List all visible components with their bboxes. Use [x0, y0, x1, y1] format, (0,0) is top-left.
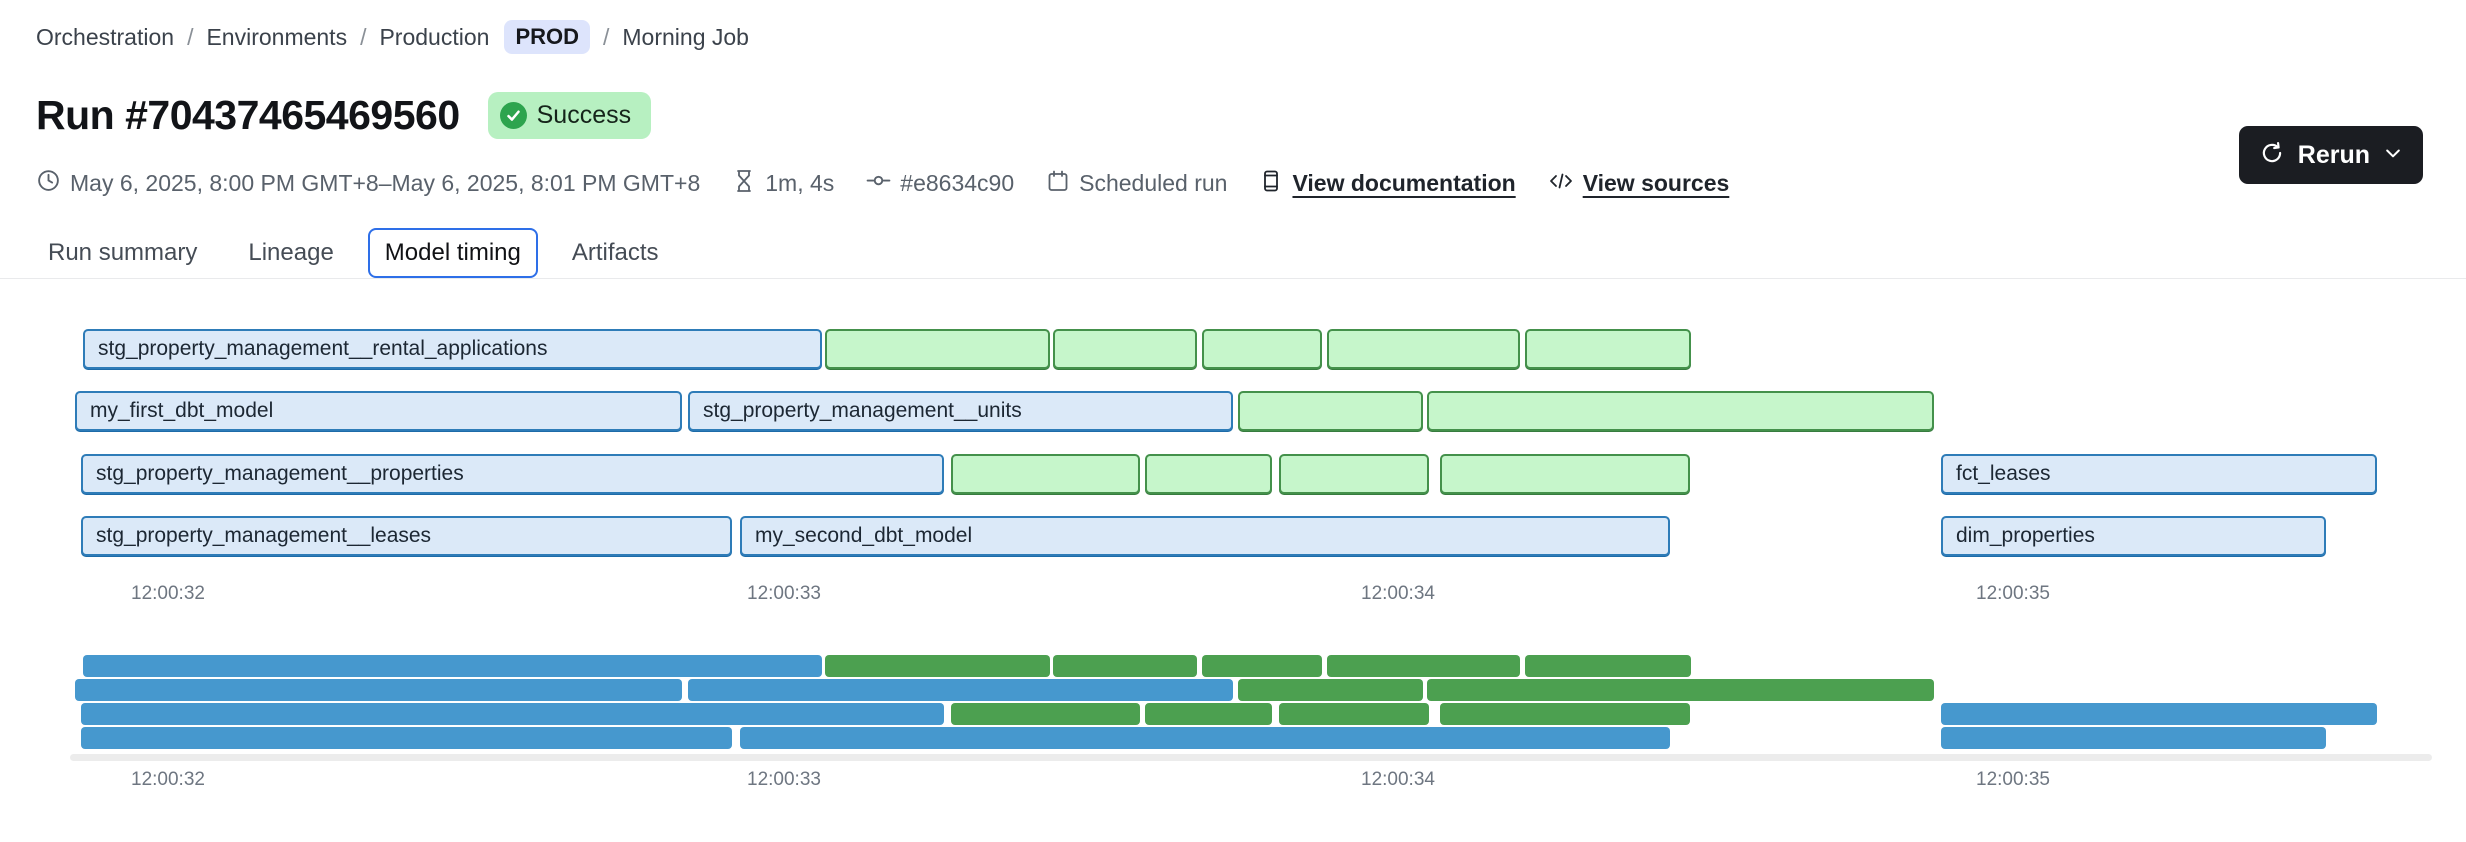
hourglass-icon [732, 169, 756, 199]
breadcrumb-separator: / [187, 23, 194, 50]
gantt-bar-fct_leases[interactable]: fct_leases [1941, 454, 2377, 494]
minimap-bar [1053, 655, 1197, 677]
calendar-icon [1046, 169, 1070, 199]
minimap-bar [1941, 727, 2326, 749]
gantt-axis-tick: 12:00:33 [747, 583, 821, 604]
gantt-bar-label: stg_property_management__properties [96, 462, 464, 485]
gantt-bar-dim_properties[interactable]: dim_properties [1941, 516, 2326, 556]
gantt-bar-stg_property_management__properties[interactable]: stg_property_management__properties [81, 454, 944, 494]
run-meta-row: May 6, 2025, 8:00 PM GMT+8–May 6, 2025, … [36, 168, 1729, 199]
status-label: Success [536, 101, 632, 129]
minimap-bar [1440, 703, 1690, 725]
rerun-label: Rerun [2297, 140, 2370, 169]
git-commit-icon [866, 168, 891, 199]
gantt-bar[interactable] [1525, 329, 1691, 369]
tab-lineage[interactable]: Lineage [248, 239, 334, 266]
commit-sha-text: #e8634c90 [900, 170, 1015, 196]
minimap-bar [825, 655, 1050, 677]
breadcrumb-separator: / [603, 23, 610, 50]
gantt-bar[interactable] [1427, 391, 1934, 431]
tab-model-timing[interactable]: Model timing [367, 228, 538, 278]
minimap-bar [83, 655, 822, 677]
gantt-bar[interactable] [1145, 454, 1272, 494]
rerun-button[interactable]: Rerun [2238, 126, 2423, 184]
breadcrumb-item-orchestration[interactable]: Orchestration [36, 23, 175, 50]
check-circle-icon [499, 102, 527, 129]
run-trigger-text: Scheduled run [1079, 170, 1228, 196]
gantt-bar-my_first_dbt_model[interactable]: my_first_dbt_model [75, 391, 682, 431]
status-badge: Success [487, 92, 652, 139]
tab-artifacts[interactable]: Artifacts [571, 239, 659, 266]
minimap-bar [81, 703, 944, 725]
gantt-bar[interactable] [951, 454, 1140, 494]
breadcrumb-item-production[interactable]: Production [379, 23, 490, 50]
tab-run-summary[interactable]: Run summary [48, 239, 198, 266]
minimap-bar [1525, 655, 1691, 677]
breadcrumb-item-morning-job: Morning Job [622, 23, 749, 50]
gantt-bar[interactable] [1053, 329, 1197, 369]
gantt-bar[interactable] [1440, 454, 1690, 494]
breadcrumb-separator: / [360, 23, 367, 50]
minimap-axis-tick: 12:00:32 [131, 769, 205, 790]
gantt-bar-label: stg_property_management__rental_applicat… [98, 337, 548, 360]
minimap-bar [75, 679, 682, 701]
gantt-bar[interactable] [825, 329, 1050, 369]
page-title: Run #70437465469560 [36, 92, 460, 138]
minimap-bar [688, 679, 1233, 701]
gantt-bar-label: dim_properties [1956, 524, 2095, 547]
minimap-bar [951, 703, 1140, 725]
gantt-bar-label: my_second_dbt_model [755, 524, 973, 547]
gantt-bar-label: stg_property_management__units [703, 399, 1022, 422]
gantt-bar-stg_property_management__leases[interactable]: stg_property_management__leases [81, 516, 732, 556]
gantt-bar-label: stg_property_management__leases [96, 524, 432, 547]
gantt-bar-label: fct_leases [1956, 462, 2051, 485]
code-icon [1548, 169, 1574, 199]
clock-icon [36, 168, 61, 199]
minimap-bar [740, 727, 1670, 749]
document-icon [1259, 169, 1283, 199]
minimap-bar [1427, 679, 1934, 701]
commit-sha: #e8634c90 [866, 168, 1014, 199]
title-row: Run #70437465469560 Success [36, 92, 652, 139]
tab-bar: Run summary Lineage Model timing Artifacts [31, 228, 676, 278]
minimap-bar [1145, 703, 1272, 725]
breadcrumb-item-environments[interactable]: Environments [206, 23, 348, 50]
gantt-bar-stg_property_management__rental_applications[interactable]: stg_property_management__rental_applicat… [83, 329, 822, 369]
run-time-range-text: May 6, 2025, 8:00 PM GMT+8–May 6, 2025, … [70, 170, 701, 196]
gantt-axis-tick: 12:00:32 [131, 583, 205, 604]
gantt-bar-label: my_first_dbt_model [90, 399, 274, 422]
minimap-bar [1327, 655, 1520, 677]
minimap-scroll-track[interactable] [70, 754, 2432, 761]
minimap-axis-tick: 12:00:34 [1361, 769, 1435, 790]
chevron-down-icon[interactable] [2383, 143, 2403, 168]
minimap-bar [1202, 655, 1322, 677]
gantt-bar[interactable] [1327, 329, 1520, 369]
view-documentation[interactable]: View documentation [1259, 169, 1516, 199]
minimap-bar [1279, 703, 1429, 725]
view-sources[interactable]: View sources [1548, 169, 1730, 199]
gantt-axis-tick: 12:00:35 [1976, 583, 2050, 604]
refresh-icon [2259, 140, 2285, 171]
tab-bar-divider [0, 278, 2466, 279]
gantt-bar-stg_property_management__units[interactable]: stg_property_management__units [688, 391, 1233, 431]
run-duration: 1m, 4s [732, 169, 834, 199]
minimap-axis-tick: 12:00:33 [747, 769, 821, 790]
minimap-axis-tick: 12:00:35 [1976, 769, 2050, 790]
run-time-range: May 6, 2025, 8:00 PM GMT+8–May 6, 2025, … [36, 168, 700, 199]
gantt-bar[interactable] [1279, 454, 1429, 494]
run-duration-text: 1m, 4s [765, 170, 835, 196]
run-trigger: Scheduled run [1046, 169, 1227, 199]
minimap-bar [81, 727, 732, 749]
view-sources-link[interactable]: View sources [1582, 170, 1730, 196]
gantt-bar[interactable] [1238, 391, 1423, 431]
view-documentation-link[interactable]: View documentation [1292, 170, 1516, 196]
gantt-bar-my_second_dbt_model[interactable]: my_second_dbt_model [740, 516, 1670, 556]
environment-badge: PROD [504, 20, 590, 54]
minimap-bar [1941, 703, 2377, 725]
gantt-bar[interactable] [1202, 329, 1322, 369]
minimap-bar [1238, 679, 1423, 701]
gantt-axis-tick: 12:00:34 [1361, 583, 1435, 604]
breadcrumb: Orchestration / Environments / Production PRO… [36, 20, 749, 54]
